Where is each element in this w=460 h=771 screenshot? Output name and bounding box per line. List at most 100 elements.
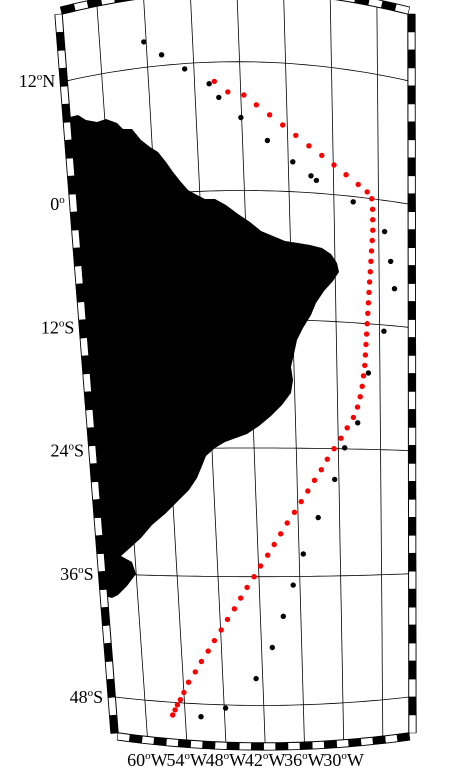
frame-segment — [202, 740, 216, 750]
south-america-landmass — [62, 115, 339, 598]
frame-segment — [60, 85, 70, 105]
longitude-label-hemisphere: W — [308, 750, 325, 770]
frame-segment — [408, 588, 417, 608]
red-track-point — [331, 162, 337, 168]
latitude-label-degree: 36 — [60, 564, 78, 584]
frame-segment — [287, 742, 301, 751]
frame-segment — [153, 737, 167, 746]
frame-segment — [98, 570, 108, 591]
red-track-point — [265, 552, 271, 558]
frame-segment — [250, 742, 264, 751]
red-track-point — [306, 143, 312, 149]
latitude-label-degree-symbol: o — [78, 564, 84, 576]
frame-segment — [106, 678, 116, 698]
longitude-label: 36oW — [284, 750, 325, 770]
parallel — [67, 61, 409, 82]
frame-segment — [61, 103, 71, 123]
frame-segment — [408, 696, 417, 716]
red-track-point — [354, 404, 361, 410]
red-track-point — [324, 456, 330, 462]
frame-segment — [68, 193, 78, 213]
parallel — [86, 318, 409, 328]
red-track-point — [192, 669, 198, 675]
red-track-point — [355, 181, 361, 188]
frame-segment — [408, 642, 417, 662]
frame-segment — [408, 391, 416, 410]
black-track-point — [290, 582, 296, 588]
frame-segment — [177, 739, 192, 748]
longitude-label-degree: 60 — [127, 750, 145, 770]
frame-segment — [408, 301, 416, 320]
red-track-point — [284, 520, 290, 526]
frame-segment — [408, 660, 417, 680]
meridian — [283, 0, 305, 743]
red-track-point — [359, 383, 365, 389]
black-track-point — [198, 714, 204, 720]
frame-segment — [408, 355, 416, 374]
frame-segment — [407, 85, 416, 105]
black-track-point — [308, 173, 314, 179]
frame-segment — [96, 552, 106, 573]
red-track-point — [357, 394, 363, 400]
latitude-label: 12oS — [41, 317, 75, 337]
longitude-label-hemisphere: W — [268, 750, 285, 770]
frame-segment — [408, 283, 416, 302]
latitude-label-degree: 24 — [50, 441, 68, 461]
frame-segment — [238, 742, 252, 751]
red-track-point — [238, 595, 244, 601]
black-track-point — [355, 420, 361, 426]
black-track-point — [365, 370, 372, 376]
red-track-point — [363, 331, 370, 337]
frame-segment — [408, 535, 416, 554]
frame-segment — [89, 463, 99, 483]
latitude-label-degree: 48 — [70, 687, 88, 707]
latitude-label-hemisphere: N — [42, 71, 55, 91]
frame-segment — [128, 734, 143, 744]
frame-segment — [109, 714, 119, 734]
longitude-label: 30oW — [323, 750, 364, 770]
track-red — [170, 78, 376, 718]
black-track-point — [158, 52, 165, 58]
frame-segment — [84, 391, 94, 411]
longitude-label-degree: 54 — [166, 750, 184, 770]
frame-segment — [408, 409, 416, 428]
longitude-label-hemisphere: W — [151, 750, 168, 770]
black-track-point — [315, 514, 321, 521]
latitude-label: 0o — [50, 194, 65, 214]
longitude-label-degree: 36 — [284, 750, 302, 770]
frame-segment — [54, 13, 64, 33]
frame-segment — [408, 211, 416, 230]
latitude-label: 36oS — [60, 564, 94, 584]
latitude-label-degree: 12 — [41, 317, 59, 337]
frame-segment — [88, 445, 98, 465]
red-track-point — [319, 152, 325, 159]
red-track-point — [360, 373, 367, 379]
black-track-point — [300, 551, 306, 557]
red-track-point — [280, 122, 286, 128]
frame-segment — [107, 696, 117, 716]
frame-segment — [407, 175, 416, 195]
latitude-label: 24oS — [50, 441, 84, 461]
frame-segment — [372, 735, 386, 745]
frame-segment — [407, 121, 416, 141]
meridian — [143, 0, 188, 741]
black-track-point — [388, 258, 394, 265]
frame-segment — [92, 498, 102, 519]
frame-segment — [335, 739, 350, 748]
frame-segment — [408, 265, 416, 284]
frame-segment — [407, 49, 416, 69]
frame-segment — [57, 49, 67, 69]
frame-segment — [77, 301, 87, 321]
black-track-point — [269, 644, 275, 651]
frame-segment — [226, 742, 240, 751]
parallel — [95, 447, 409, 451]
frame-segment — [275, 742, 289, 751]
black-track-point — [264, 137, 271, 144]
black-track-point — [141, 39, 147, 45]
meridian — [189, 0, 227, 743]
longitude-label-hemisphere: W — [190, 750, 207, 770]
map-frame — [54, 0, 417, 751]
frame-segment — [74, 265, 84, 285]
black-track-point — [253, 675, 259, 682]
